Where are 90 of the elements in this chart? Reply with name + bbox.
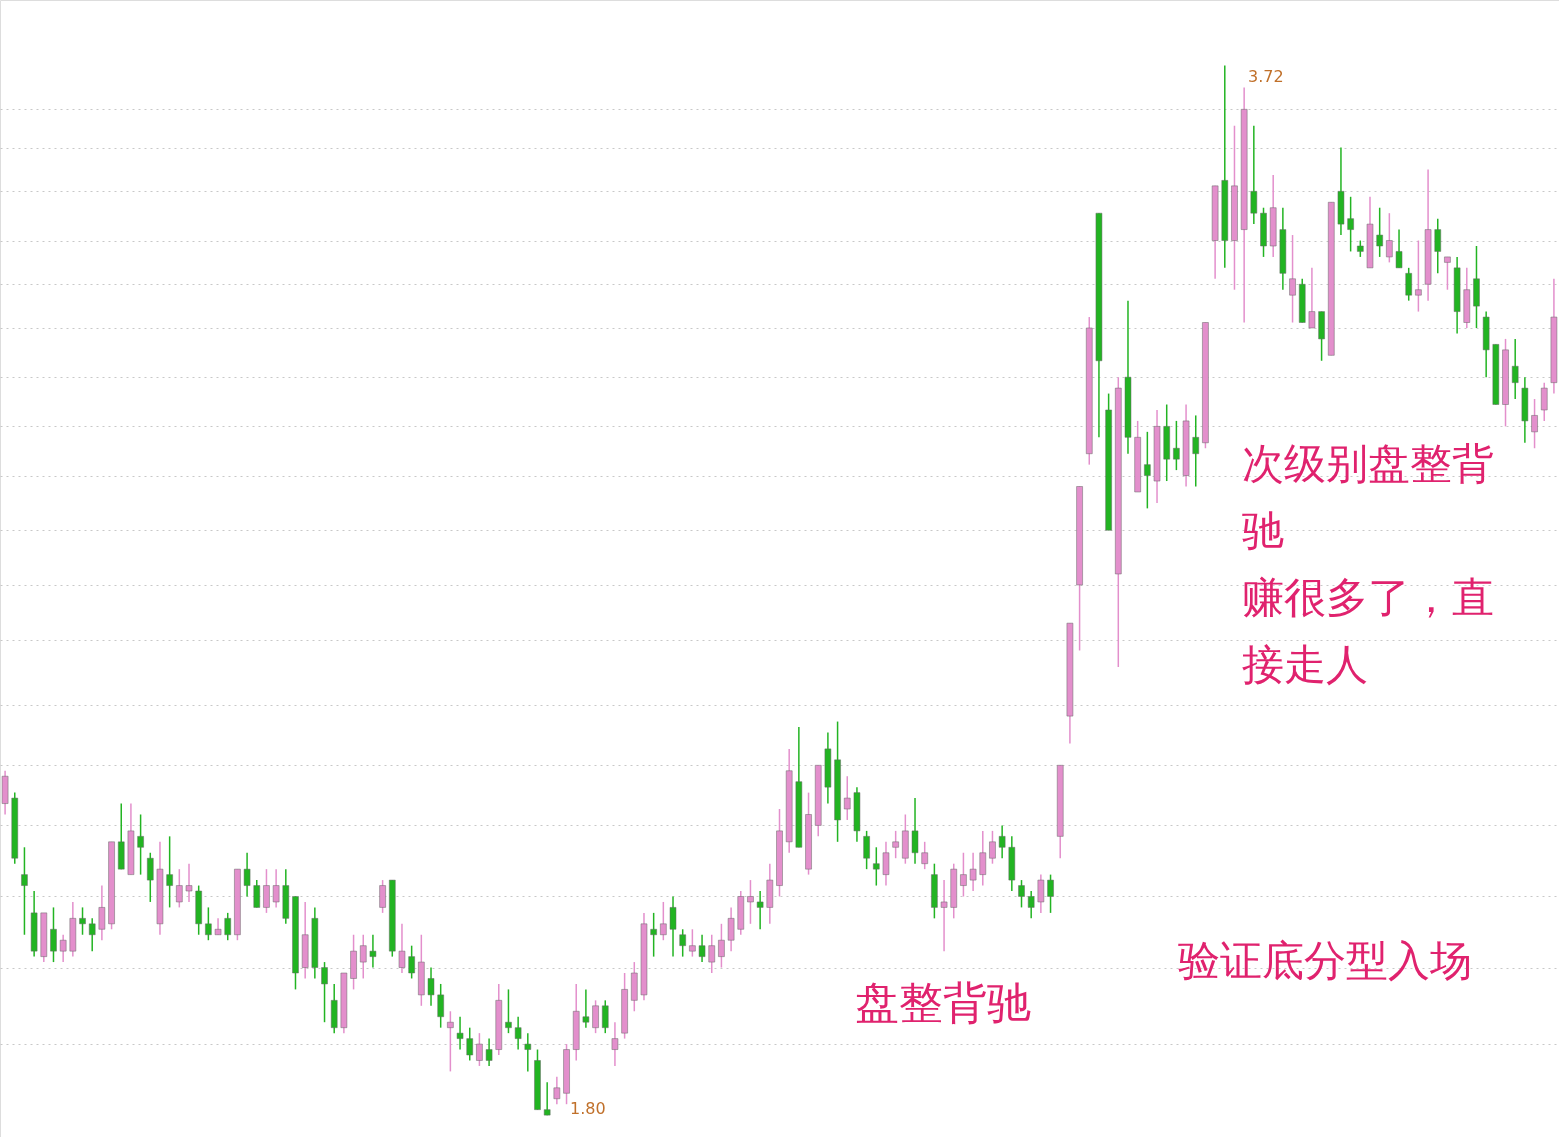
candlestick (592, 999, 599, 1034)
candlestick (969, 852, 977, 892)
candlestick (88, 917, 96, 952)
candlestick (1047, 873, 1054, 914)
candlestick (698, 934, 706, 963)
candlestick (582, 988, 590, 1029)
candlestick (940, 879, 948, 952)
candlestick (602, 999, 609, 1034)
candlestick (398, 923, 406, 974)
candlestick (998, 824, 1006, 859)
candlestick (1386, 212, 1393, 264)
candlestick (1250, 124, 1258, 225)
candlestick (727, 906, 735, 952)
candlestick (1540, 381, 1548, 422)
candlestick (863, 830, 870, 870)
candlestick (137, 813, 144, 876)
candlestick (1395, 228, 1403, 269)
candlestick (1308, 267, 1316, 329)
candlestick (360, 934, 367, 980)
candlestick (166, 835, 173, 909)
candlestick (1037, 873, 1045, 914)
candlestick (79, 906, 86, 936)
candlestick (989, 830, 996, 865)
candlestick (369, 934, 377, 969)
candlestick (485, 1037, 493, 1067)
annotation: 验证底分型入场 (1178, 936, 1472, 985)
candlestick (1347, 196, 1354, 253)
candlestick (456, 1015, 464, 1051)
candlestick (960, 852, 967, 898)
candlestick (98, 884, 106, 941)
candlestick (669, 895, 677, 958)
candlestick (611, 1021, 619, 1067)
candlestick (185, 862, 193, 903)
candlestick (543, 1081, 551, 1116)
candlestick (708, 934, 715, 974)
candlestick (553, 1076, 561, 1105)
candlestick (272, 868, 280, 909)
candlestick (243, 852, 251, 898)
candlestick (689, 928, 696, 958)
candlestick (253, 879, 261, 909)
candlestick (1405, 267, 1412, 302)
candlestick (514, 1015, 522, 1051)
candlestick (50, 906, 57, 963)
candlestick (379, 879, 386, 914)
annotation: 1.80 (570, 1099, 606, 1118)
annotation: 赚很多了，直接走人 (1242, 573, 1494, 690)
candlestick (1434, 217, 1442, 275)
candlestick (873, 846, 880, 887)
candlestick (408, 944, 415, 980)
candlestick (921, 841, 928, 870)
candlestick (1144, 431, 1151, 510)
candlestick (466, 1026, 473, 1062)
annotation: 次级别盘整背驰 (1242, 439, 1494, 556)
candlestick (447, 1010, 454, 1073)
candlestick (205, 906, 212, 941)
annotation: 盘整背驰 (855, 977, 1031, 1028)
candlestick (21, 846, 28, 936)
candlestick (650, 912, 657, 958)
candlestick (1444, 256, 1451, 291)
candlestick (1511, 338, 1519, 400)
candlestick (679, 928, 686, 958)
candlestick (524, 1032, 532, 1073)
candlestick (892, 830, 899, 859)
candlestick (1531, 398, 1538, 449)
candlestick (911, 797, 919, 865)
candlestick (1415, 239, 1422, 313)
candlestick (1027, 890, 1035, 920)
candlestick (437, 983, 444, 1029)
annotation: 3.72 (1248, 67, 1284, 86)
candlestick (756, 890, 764, 931)
candlestick (1192, 414, 1199, 488)
candlestick (59, 934, 67, 963)
candlestick (979, 830, 987, 887)
candlestick (263, 868, 270, 914)
candlestick (844, 775, 851, 821)
candlestick (882, 841, 890, 887)
candlestick (1018, 879, 1025, 909)
candlestick (321, 961, 328, 1023)
candlestick (660, 901, 667, 941)
candlestick (718, 923, 725, 969)
candlestick (224, 912, 231, 941)
candlestick (747, 879, 754, 925)
candlestick (147, 852, 154, 903)
candlestick (505, 988, 512, 1034)
candlestick (176, 868, 183, 909)
candlestick (1289, 234, 1296, 324)
candlestick (1173, 420, 1180, 471)
candlestick (476, 1032, 483, 1067)
candlestick (1376, 206, 1383, 258)
candlestick (427, 966, 435, 1007)
